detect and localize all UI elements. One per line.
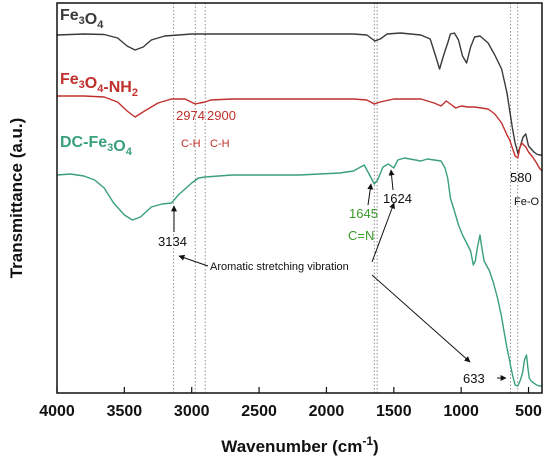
- series-line-1: [57, 95, 543, 172]
- annotation-1645: 1645: [349, 206, 378, 221]
- y-axis-title: Transmittance (a.u.): [7, 118, 26, 279]
- plot-frame: [56, 2, 543, 394]
- annotation-580-group: Fe-O: [514, 196, 540, 208]
- annotation-1645-arrow: [367, 183, 374, 206]
- x-tick-label-3500: 3500: [107, 403, 143, 420]
- annotation-633: 633: [463, 371, 485, 386]
- annotation-aromatic: Aromatic stretching vibration: [210, 261, 349, 273]
- x-axis-ticks: 4000 3500 3000 2500 2000 1500 1000 500: [39, 387, 542, 420]
- aromatic-arrow-left: [178, 254, 209, 267]
- annotation-1645-group: C=N: [348, 228, 374, 243]
- x-tick-label-1500: 1500: [376, 403, 412, 420]
- annotation-2900-group: C-H: [210, 138, 230, 150]
- series-group: [56, 32, 543, 387]
- aromatic-arrow-1645: [371, 202, 395, 263]
- series-label-fe3o4: Fe3O4: [60, 7, 104, 31]
- annotation-3134: 3134: [158, 234, 187, 249]
- x-tick-label-4000: 4000: [39, 403, 75, 420]
- series-line-2: [56, 157, 542, 387]
- x-axis-title: Wavenumber (cm-1): [221, 434, 378, 456]
- x-tick-label-3000: 3000: [174, 403, 210, 420]
- annotation-2974-group: C-H: [181, 138, 201, 150]
- x-tick-label-2500: 2500: [241, 403, 277, 420]
- x-tick-label-1000: 1000: [443, 403, 479, 420]
- series-label-dc-fe3o4: DC-Fe3O4: [60, 134, 133, 158]
- annotation-580: 580: [510, 170, 532, 185]
- aromatic-arrow-633: [371, 274, 471, 363]
- x-tick-label-500: 500: [515, 403, 542, 420]
- x-tick-label-2000: 2000: [309, 403, 345, 420]
- annotation-1624-arrow: [388, 169, 395, 191]
- annotation-2900: 2900: [207, 108, 236, 123]
- series-label-fe3o4-nh2: Fe3O4-NH2: [60, 71, 138, 99]
- annotation-2974: 2974: [176, 108, 205, 123]
- annotation-1624: 1624: [383, 191, 412, 206]
